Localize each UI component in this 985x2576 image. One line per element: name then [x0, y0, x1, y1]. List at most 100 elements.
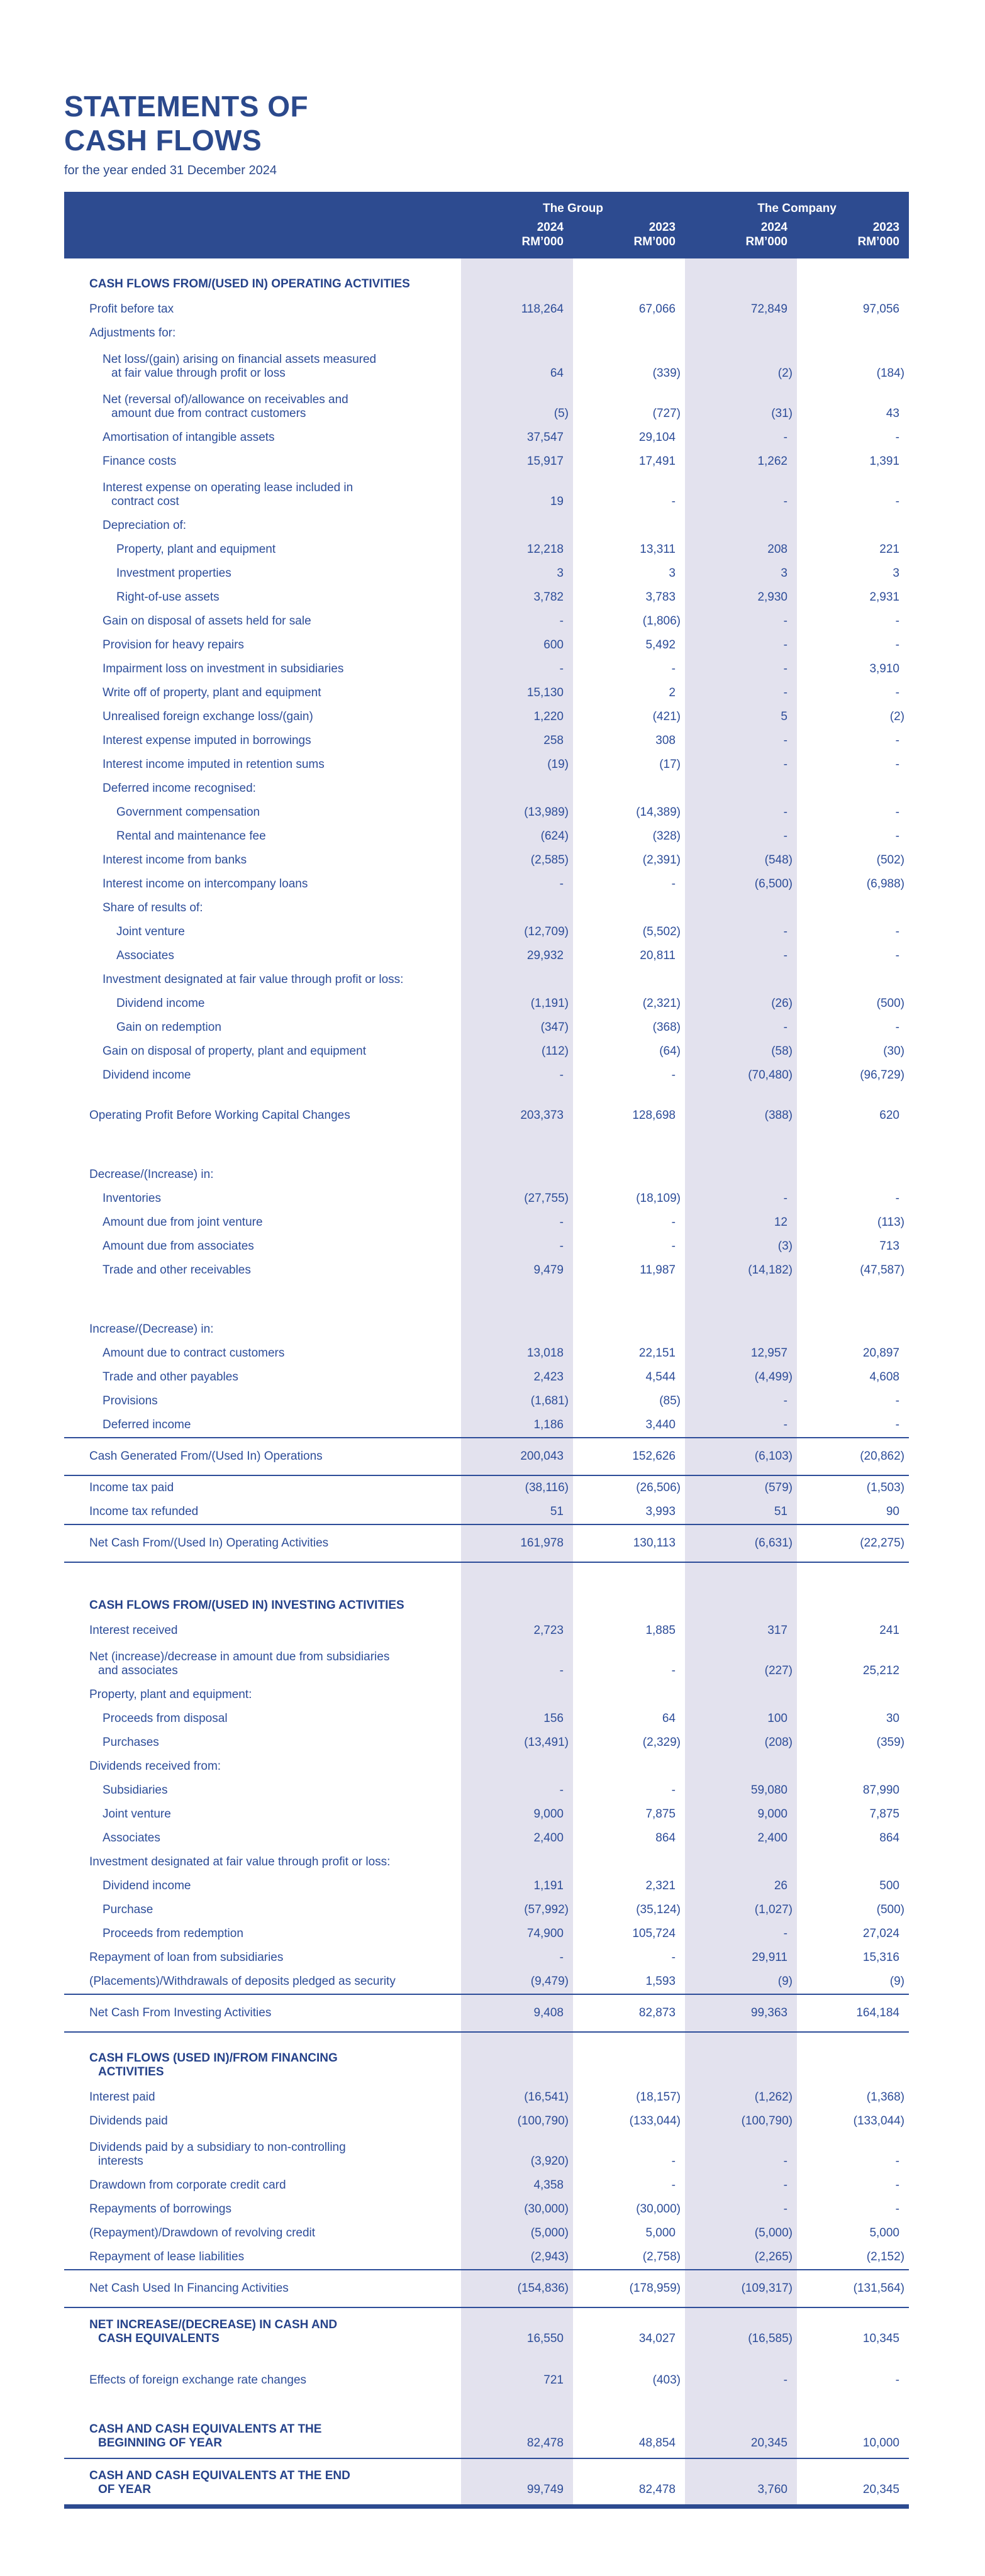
cell-value: 29,932: [461, 944, 573, 968]
cell-value: 2,930: [685, 586, 797, 609]
column-year-label: 2024: [685, 217, 797, 235]
cell-value: 15,917: [461, 450, 573, 474]
row-label-line: Adjustments for:: [89, 326, 176, 340]
cell-value: 4,358: [461, 2174, 573, 2197]
row-label-line: NET INCREASE/(DECREASE) IN CASH AND: [89, 2318, 338, 2331]
cell-value: [461, 896, 573, 920]
cell-value: 3,783: [645, 591, 676, 604]
cell-value: [797, 1282, 909, 1318]
table-row: Investment properties 3 3 3 3: [64, 562, 909, 586]
cell-value: 17,491: [638, 455, 676, 468]
cell-value: -: [685, 1187, 797, 1211]
row-label-line: Net (increase)/decrease in amount due fr…: [89, 1650, 390, 1663]
header-row: 2024 2023 2024 2023: [64, 217, 909, 235]
row-label: Amortisation of intangible assets: [64, 426, 461, 450]
column-unit-label: RM’000: [461, 235, 573, 258]
table-row: Net Cash Used In Financing Activities (15…: [64, 2269, 909, 2308]
cell-value: 12: [685, 1211, 797, 1235]
cell-value: 13,311: [640, 543, 676, 556]
cell-value: (47,587): [860, 1263, 904, 1277]
table-row: Government compensation (13,989) (14,389) -…: [64, 801, 909, 824]
row-label-line: Subsidiaries: [103, 1784, 168, 1797]
cell-value: (6,631): [685, 1524, 797, 1563]
row-label-line: Investment properties: [116, 567, 231, 580]
cell-value: 29,104: [638, 431, 676, 444]
cell-value: [573, 1128, 685, 1163]
table-row: Finance costs 15,917 17,491 1,262 1,391: [64, 450, 909, 474]
cell-value: (96,729): [860, 1069, 904, 1082]
cell-value: 15,130: [461, 681, 573, 705]
page-title: STATEMENTS OF CASH FLOWS: [64, 89, 909, 157]
table-row: Associates 2,400 864 2,400 864: [64, 1826, 909, 1850]
row-label-line: (Repayment)/Drawdown of revolving credit: [89, 2226, 316, 2240]
cell-value: 10,000: [797, 2412, 909, 2459]
cell-value: [461, 1128, 573, 1163]
table-row: Amount due from associates - - (3) 713: [64, 1235, 909, 1258]
cell-value: 100: [685, 1707, 797, 1731]
cell-value: 161,978: [461, 1524, 573, 1563]
cash-flow-table-wrapper: The Group The Company 2024 2023 2024 2023 RM’0…: [64, 192, 909, 2509]
cell-value: (26,506): [636, 1481, 681, 1494]
page-title-line2: CASH FLOWS: [64, 124, 262, 157]
cell-value: (100,790): [461, 2109, 573, 2133]
cell-value: (113): [877, 1216, 904, 1229]
cell-value: 3: [893, 567, 899, 580]
row-label-line: Investment designated at fair value thro…: [89, 1855, 391, 1868]
row-label-line: Decrease/(Increase) in:: [89, 1168, 214, 1181]
row-label-line: Drawdown from corporate credit card: [89, 2179, 286, 2192]
row-label-line: Property, plant and equipment: [116, 543, 276, 556]
table-row: Proceeds from redemption 74,900 105,724- 27…: [64, 1922, 909, 1946]
cell-value: [685, 2392, 797, 2412]
cell-value: 105,724: [632, 1927, 676, 1940]
cell-value: [461, 1087, 573, 1104]
row-label-line: Amount due from joint venture: [103, 1216, 263, 1229]
row-label-line: CASH FLOWS FROM/(USED IN) INVESTING ACTI…: [89, 1599, 404, 1612]
table-row: Dividend income 1,191 2,321 26 500: [64, 1874, 909, 1898]
cell-value: (133,044): [853, 2114, 904, 2128]
cell-value: -: [671, 662, 676, 675]
cell-value: 713: [879, 1240, 899, 1253]
cell-value: 241: [879, 1624, 899, 1637]
row-label: Provisions: [64, 1389, 461, 1413]
row-label: [64, 1128, 461, 1163]
cell-value: 67,066: [638, 303, 676, 316]
cell-value: [573, 1755, 685, 1779]
row-label-line: Repayments of borrowings: [89, 2202, 231, 2216]
cell-value: -: [685, 824, 797, 848]
cell-value: (131,564): [797, 2269, 909, 2308]
row-label-line: Net Cash From/(Used In) Operating Activi…: [89, 1536, 329, 1550]
cell-value: 82,478: [573, 2458, 685, 2509]
cell-value: [797, 1128, 909, 1163]
spacer-row: [64, 1282, 909, 1318]
row-label: Income tax refunded: [64, 1500, 461, 1524]
cell-value: [573, 1580, 685, 1619]
table-row: Joint venture 9,000 7,875 9,000 7,875: [64, 1802, 909, 1826]
cell-value: 20,897: [862, 1346, 899, 1360]
spacer-row: [64, 2353, 909, 2368]
cell-value: [797, 1562, 909, 1580]
row-label: Amount due from joint venture: [64, 1211, 461, 1235]
cell-value: [461, 968, 573, 992]
table-row: (Placements)/Withdrawals of deposits ple…: [64, 1970, 909, 1994]
row-label-line: Deferred income recognised:: [103, 782, 256, 795]
row-label: Associates: [64, 1826, 461, 1850]
row-label: Joint venture: [64, 1802, 461, 1826]
row-label: CASH FLOWS FROM/(USED IN) INVESTING ACTI…: [64, 1580, 461, 1619]
row-label: Finance costs: [64, 450, 461, 474]
row-label-line: Proceeds from disposal: [103, 1712, 228, 1725]
cell-value: 1,220: [461, 705, 573, 729]
header-row: The Group The Company: [64, 192, 909, 217]
row-label-line: Dividends paid: [89, 2114, 168, 2128]
table-row: Property, plant and equipment 12,218 13,31…: [64, 538, 909, 562]
cell-value: (2,265): [685, 2245, 797, 2270]
row-label: (Placements)/Withdrawals of deposits ple…: [64, 1970, 461, 1994]
cell-value: (2): [685, 345, 797, 386]
column-group-label: The Company: [685, 192, 909, 217]
cell-value: (100,790): [685, 2109, 797, 2133]
cell-value: [573, 896, 685, 920]
row-label: Increase/(Decrease) in:: [64, 1318, 461, 1341]
cell-value: (22,275): [797, 1524, 909, 1563]
cell-value: [797, 896, 909, 920]
cell-value: 864: [879, 1831, 899, 1845]
cell-value: (178,959): [573, 2269, 685, 2308]
